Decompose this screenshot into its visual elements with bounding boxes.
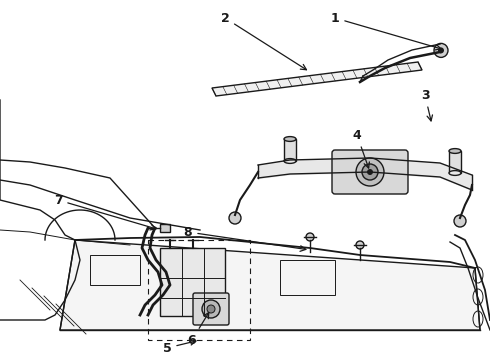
- Circle shape: [306, 233, 314, 241]
- Circle shape: [362, 164, 378, 180]
- Text: 1: 1: [331, 12, 441, 50]
- Bar: [449, 151, 461, 173]
- Text: 6: 6: [188, 312, 209, 346]
- Bar: [284, 139, 296, 161]
- Bar: [148, 240, 250, 340]
- Circle shape: [207, 305, 215, 313]
- Polygon shape: [212, 62, 422, 96]
- Circle shape: [367, 169, 373, 175]
- Ellipse shape: [284, 159, 296, 163]
- Text: 2: 2: [220, 12, 306, 70]
- Bar: [160, 248, 225, 316]
- Text: 5: 5: [163, 339, 196, 355]
- Circle shape: [356, 158, 384, 186]
- Ellipse shape: [449, 171, 461, 175]
- Circle shape: [356, 241, 364, 249]
- Circle shape: [202, 300, 220, 318]
- Circle shape: [434, 44, 448, 57]
- FancyBboxPatch shape: [193, 293, 229, 325]
- Circle shape: [438, 48, 444, 53]
- Text: 3: 3: [421, 89, 433, 121]
- Ellipse shape: [449, 149, 461, 153]
- Text: 4: 4: [353, 129, 369, 168]
- Ellipse shape: [284, 136, 296, 141]
- Polygon shape: [60, 240, 480, 330]
- Circle shape: [229, 212, 241, 224]
- Text: 8: 8: [184, 225, 306, 251]
- Bar: [280, 260, 335, 295]
- Bar: [90, 255, 140, 285]
- Bar: [160, 224, 170, 232]
- Text: 7: 7: [53, 194, 156, 230]
- FancyBboxPatch shape: [332, 150, 408, 194]
- Circle shape: [454, 215, 466, 227]
